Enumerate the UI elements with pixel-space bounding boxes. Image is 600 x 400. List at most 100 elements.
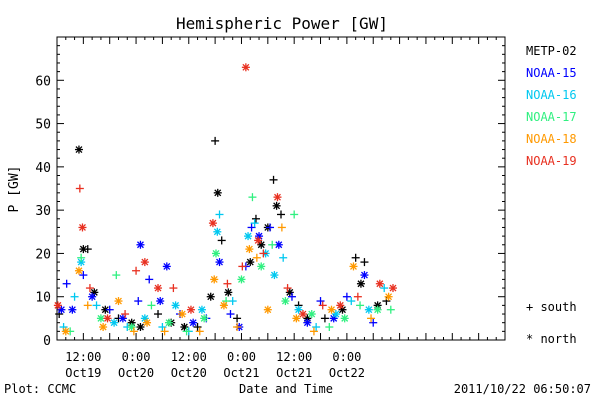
data-point — [223, 279, 232, 288]
x-tick-label-time: 12:00 — [171, 350, 207, 364]
data-point — [237, 275, 246, 284]
y-axis: 0 10 20 30 40 50 60 — [35, 36, 505, 349]
data-point — [99, 323, 108, 332]
x-tick-label-date: Oct21 — [276, 366, 312, 380]
data-point — [360, 271, 369, 280]
data-point — [189, 318, 198, 327]
data-point — [83, 301, 92, 310]
data-point — [233, 314, 242, 323]
data-point — [386, 305, 395, 314]
data-point — [257, 262, 266, 271]
data-point — [340, 314, 349, 323]
legend-item: NOAA-19 — [526, 154, 577, 168]
data-point — [62, 279, 71, 288]
data-point — [114, 297, 123, 306]
data-point — [158, 323, 167, 332]
data-point — [292, 314, 301, 323]
data-point — [182, 327, 191, 336]
data-point — [360, 258, 369, 267]
data-point — [248, 193, 257, 202]
data-point — [287, 292, 296, 301]
data-point — [96, 314, 105, 323]
legend-item: NOAA-15 — [526, 66, 577, 80]
data-point — [186, 305, 195, 314]
data-point — [268, 240, 277, 249]
data-point — [224, 288, 233, 297]
data-point — [105, 305, 114, 314]
data-point — [389, 284, 397, 293]
data-point — [101, 305, 110, 314]
data-point — [75, 184, 84, 193]
x-tick-label-time: 0:00 — [227, 350, 256, 364]
data-point — [154, 284, 163, 293]
data-point — [88, 292, 97, 301]
x-tick-label-time: 12:00 — [65, 350, 101, 364]
x-tick-label-time: 0:00 — [332, 350, 361, 364]
data-point — [272, 201, 281, 210]
data-point — [233, 323, 242, 332]
data-point — [318, 301, 327, 310]
data-point — [283, 284, 292, 293]
data-point — [369, 318, 378, 327]
data-points — [53, 63, 397, 336]
data-point — [140, 258, 149, 267]
data-point — [309, 327, 318, 336]
data-point — [79, 271, 88, 280]
x-tick-label-time: 12:00 — [276, 350, 312, 364]
data-point — [129, 327, 138, 336]
data-point — [245, 245, 254, 254]
data-point — [336, 301, 345, 310]
legend-item: NOAA-18 — [526, 132, 577, 146]
data-point — [132, 266, 141, 275]
data-point — [281, 297, 290, 306]
data-point — [213, 227, 222, 236]
chart-title: Hemispheric Power [GW] — [176, 14, 388, 33]
x-axis: 12:00 Oct19 0:00 Oct20 12:00 Oct20 0:00 Oct21 12… — [56, 37, 506, 380]
data-point — [213, 188, 222, 197]
data-point — [79, 245, 88, 254]
y-tick-label: 60 — [35, 74, 51, 89]
plot-credit: Plot: CCMC — [4, 382, 76, 396]
y-tick-label: 40 — [35, 161, 51, 176]
data-point — [241, 63, 250, 72]
data-point — [327, 305, 336, 314]
data-point — [349, 262, 358, 271]
data-point — [193, 323, 202, 332]
data-point — [307, 310, 316, 319]
data-point — [356, 279, 365, 288]
data-point — [380, 284, 389, 293]
y-tick-label: 20 — [35, 247, 51, 262]
y-tick-label: 50 — [35, 118, 51, 133]
data-point — [277, 210, 285, 219]
data-point — [136, 240, 145, 249]
data-point — [246, 258, 255, 267]
data-point — [263, 305, 272, 314]
data-point — [154, 310, 163, 319]
data-point — [353, 292, 362, 301]
data-point — [351, 253, 360, 262]
data-point — [373, 305, 382, 314]
data-point — [250, 219, 259, 228]
data-point — [375, 279, 384, 288]
data-point — [244, 232, 253, 241]
data-point — [325, 323, 334, 332]
data-point — [211, 249, 220, 258]
data-point — [364, 305, 373, 314]
data-point — [136, 323, 145, 332]
plot-area: 0 10 20 30 40 50 60 12:00 Oct19 0:00 Oct20 12:00 Oc… — [35, 36, 506, 380]
data-point — [74, 266, 83, 275]
data-point — [112, 271, 121, 280]
data-point — [197, 305, 206, 314]
data-point — [195, 327, 204, 336]
data-point — [68, 305, 77, 314]
data-point — [169, 284, 178, 293]
y-axis-label: P [GW] — [7, 166, 22, 213]
data-point — [208, 219, 217, 228]
legend-item: METP-02 — [526, 44, 577, 58]
data-point — [320, 314, 329, 323]
data-point — [279, 253, 288, 262]
data-point — [254, 236, 263, 245]
data-point — [298, 310, 307, 319]
x-axis-label: Date and Time — [239, 382, 333, 396]
data-point — [273, 193, 282, 202]
